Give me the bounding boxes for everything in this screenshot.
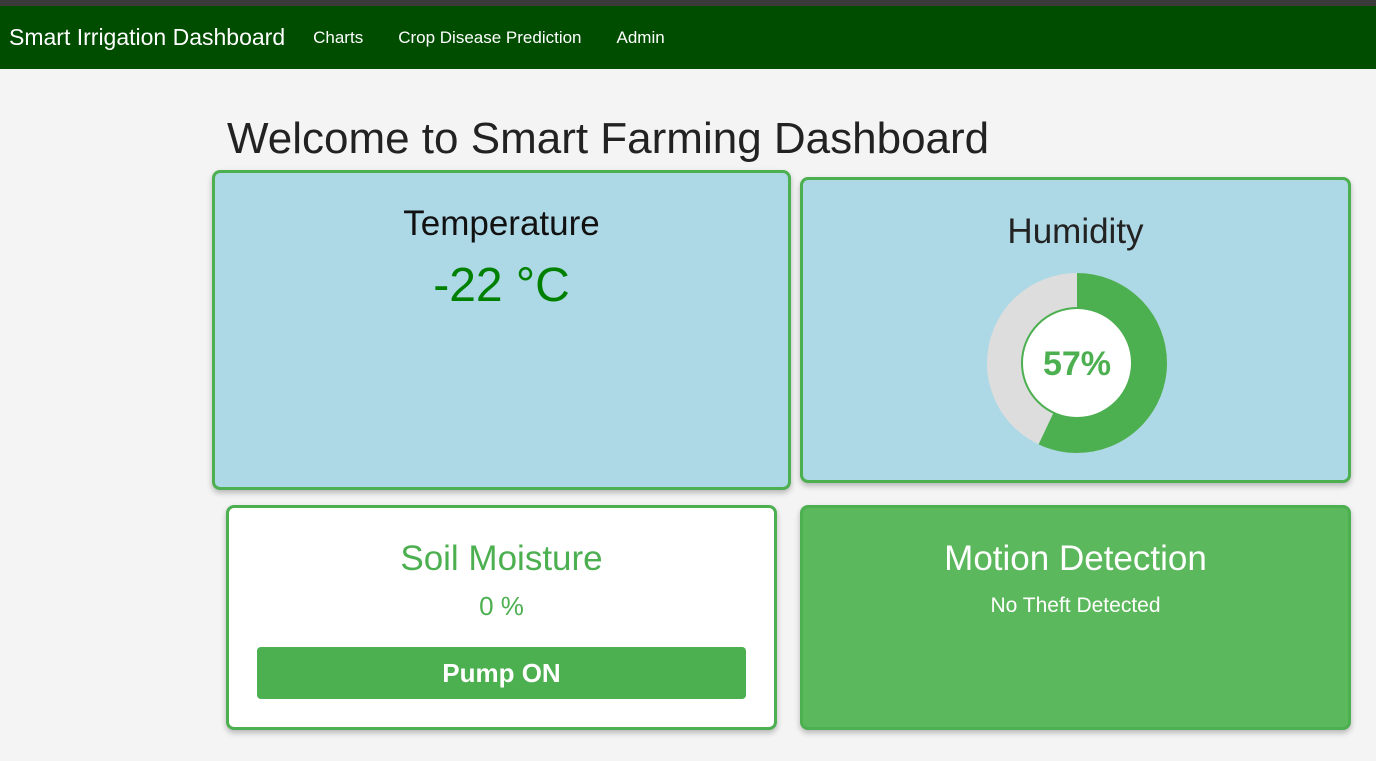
- humidity-gauge: 57%: [987, 273, 1167, 453]
- temperature-card: Temperature -22 °C: [212, 170, 791, 490]
- humidity-gauge-fill: [987, 273, 1167, 453]
- temperature-value: -22 °C: [433, 259, 570, 312]
- page-title: Welcome to Smart Farming Dashboard: [227, 114, 990, 163]
- soil-moisture-value: 0 %: [479, 591, 524, 621]
- nav-link-crop-disease-prediction[interactable]: Crop Disease Prediction: [398, 27, 582, 47]
- humidity-title: Humidity: [1007, 212, 1144, 251]
- pump-button[interactable]: Pump ON: [257, 647, 746, 699]
- motion-status: No Theft Detected: [990, 594, 1161, 617]
- nav-link-charts[interactable]: Charts: [313, 27, 364, 47]
- motion-detection-card: Motion Detection No Theft Detected: [800, 505, 1351, 730]
- soil-moisture-title: Soil Moisture: [400, 539, 603, 578]
- humidity-card: Humidity 57%: [800, 177, 1351, 483]
- temperature-title: Temperature: [403, 204, 600, 243]
- humidity-gauge-center: [1021, 307, 1133, 419]
- nav-link-admin[interactable]: Admin: [616, 27, 665, 47]
- navbar: Smart Irrigation Dashboard Charts Crop D…: [0, 6, 1376, 69]
- window-top-strip: [0, 0, 1376, 6]
- humidity-value: 57%: [1043, 345, 1111, 383]
- nav-brand[interactable]: Smart Irrigation Dashboard: [9, 24, 286, 50]
- soil-moisture-card: Soil Moisture 0 % Pump ON: [226, 505, 777, 730]
- motion-detection-title: Motion Detection: [944, 539, 1207, 578]
